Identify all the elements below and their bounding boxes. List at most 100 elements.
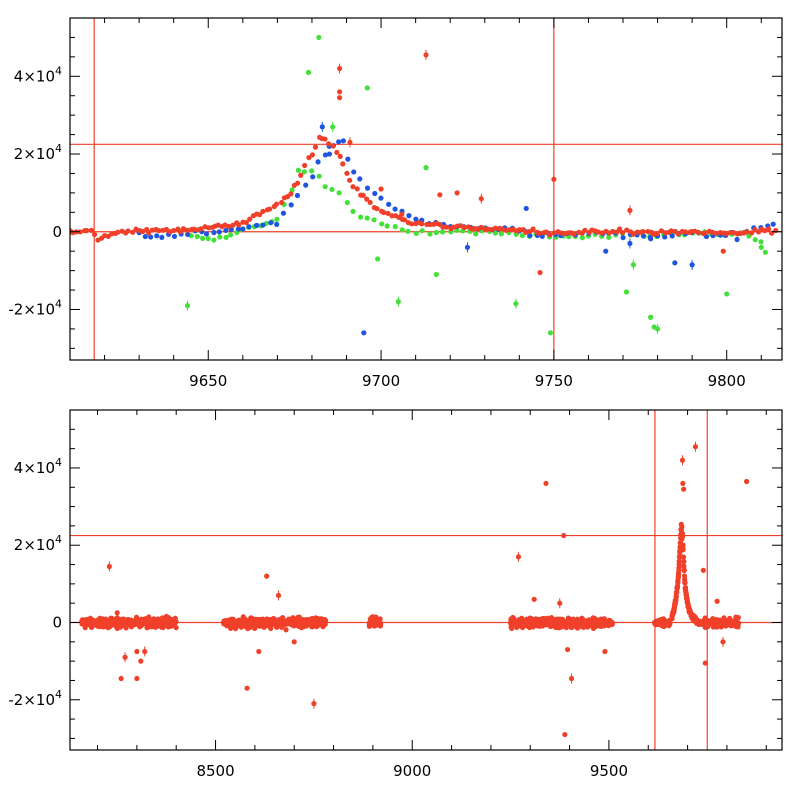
outlier-point-red <box>378 186 384 192</box>
data-point-red <box>735 614 741 621</box>
data-point-green <box>439 229 446 235</box>
data-point-red <box>198 226 204 232</box>
data-point-red <box>309 152 316 158</box>
outlier-point-blue <box>361 330 367 336</box>
data-point-green <box>205 236 211 242</box>
data-point-green <box>322 184 328 190</box>
data-point-blue <box>351 169 357 175</box>
data-point-blue <box>211 229 217 236</box>
data-point-red <box>543 229 549 235</box>
data-point-red <box>681 567 687 573</box>
data-point-red <box>581 619 587 625</box>
data-point-red <box>676 554 683 561</box>
data-point-green <box>392 224 398 230</box>
top-x-tick-label: 9700 <box>362 372 400 390</box>
data-point-red <box>91 231 98 238</box>
data-point-blue <box>280 210 287 216</box>
data-point-red <box>714 624 720 630</box>
outlier-point-red <box>515 554 522 560</box>
data-point-blue <box>288 202 294 208</box>
outlier-point-blue <box>734 236 740 243</box>
data-point-blue <box>159 234 165 241</box>
data-point-red <box>156 228 162 234</box>
data-point-red <box>160 615 166 622</box>
outlier-point-red <box>106 563 112 570</box>
data-point-blue <box>662 234 668 240</box>
data-point-red <box>226 223 232 230</box>
data-point-blue <box>216 229 222 235</box>
data-point-red <box>692 618 698 625</box>
data-point-red <box>440 224 446 230</box>
outlier-point-red <box>681 486 687 492</box>
data-point-red <box>360 192 366 198</box>
data-point-red <box>344 170 350 176</box>
data-point-green <box>295 167 301 173</box>
data-point-blue <box>340 138 346 144</box>
data-point-red <box>306 154 312 161</box>
data-point-red <box>549 622 555 628</box>
data-point-red <box>658 616 664 623</box>
data-point-red <box>557 619 564 625</box>
data-point-red <box>247 617 253 623</box>
data-point-red <box>154 623 160 629</box>
data-point-blue <box>268 220 274 226</box>
data-point-red <box>184 227 190 233</box>
data-point-green <box>762 249 769 255</box>
outlier-point-blue <box>627 240 633 247</box>
data-point-blue <box>326 151 333 157</box>
data-point-red <box>744 229 750 235</box>
data-point-green <box>498 231 504 237</box>
data-point-blue <box>315 159 321 165</box>
data-point-green <box>433 229 439 236</box>
data-point-red <box>112 617 118 623</box>
outlier-point-red <box>680 480 686 487</box>
bottom-x-tick-label: 9000 <box>393 762 431 780</box>
data-point-red <box>673 594 679 600</box>
data-point-red <box>293 617 299 623</box>
data-point-red <box>267 206 273 212</box>
outlier-point-blue <box>319 124 325 130</box>
data-point-red <box>337 153 343 160</box>
data-point-red <box>547 232 553 238</box>
data-point-red <box>681 559 687 565</box>
data-point-red <box>364 196 370 202</box>
outlier-point-green <box>630 262 636 268</box>
data-point-green <box>405 228 411 234</box>
data-point-blue <box>240 226 246 232</box>
bottom-axes-frame <box>69 409 783 751</box>
data-point-red <box>140 228 146 235</box>
data-point-red <box>236 222 242 228</box>
data-point-green <box>579 235 586 241</box>
data-point-red <box>94 623 101 629</box>
data-point-blue <box>322 152 329 158</box>
data-point-red <box>674 589 680 595</box>
outlier-point-green <box>654 326 661 332</box>
data-point-red <box>540 623 546 629</box>
data-point-green <box>227 232 234 238</box>
data-point-red <box>281 621 288 627</box>
bottom-y-tick-label: 0 <box>52 614 62 632</box>
data-point-red <box>616 226 623 232</box>
outlier-point-red <box>537 269 543 276</box>
data-point-green <box>211 237 217 243</box>
top-y-tick-label: 4×104 <box>14 64 62 85</box>
bottom-x-tick-label: 9500 <box>590 762 628 780</box>
data-point-red <box>682 580 688 586</box>
data-point-red <box>130 619 136 625</box>
data-point-red <box>536 230 542 236</box>
outlier-point-green <box>395 299 401 305</box>
bottom-plot-area <box>70 410 782 750</box>
data-point-red <box>321 621 327 627</box>
data-point-red <box>146 230 152 236</box>
outlier-point-red <box>347 139 353 145</box>
outlier-point-red <box>114 610 120 616</box>
outlier-point-red <box>551 176 557 182</box>
outlier-point-red <box>543 480 549 487</box>
data-point-red <box>77 229 83 235</box>
data-point-red <box>574 625 581 631</box>
outlier-point-red <box>720 248 726 254</box>
outlier-point-red <box>138 658 144 664</box>
data-point-red <box>84 227 90 234</box>
data-point-red <box>668 228 674 234</box>
